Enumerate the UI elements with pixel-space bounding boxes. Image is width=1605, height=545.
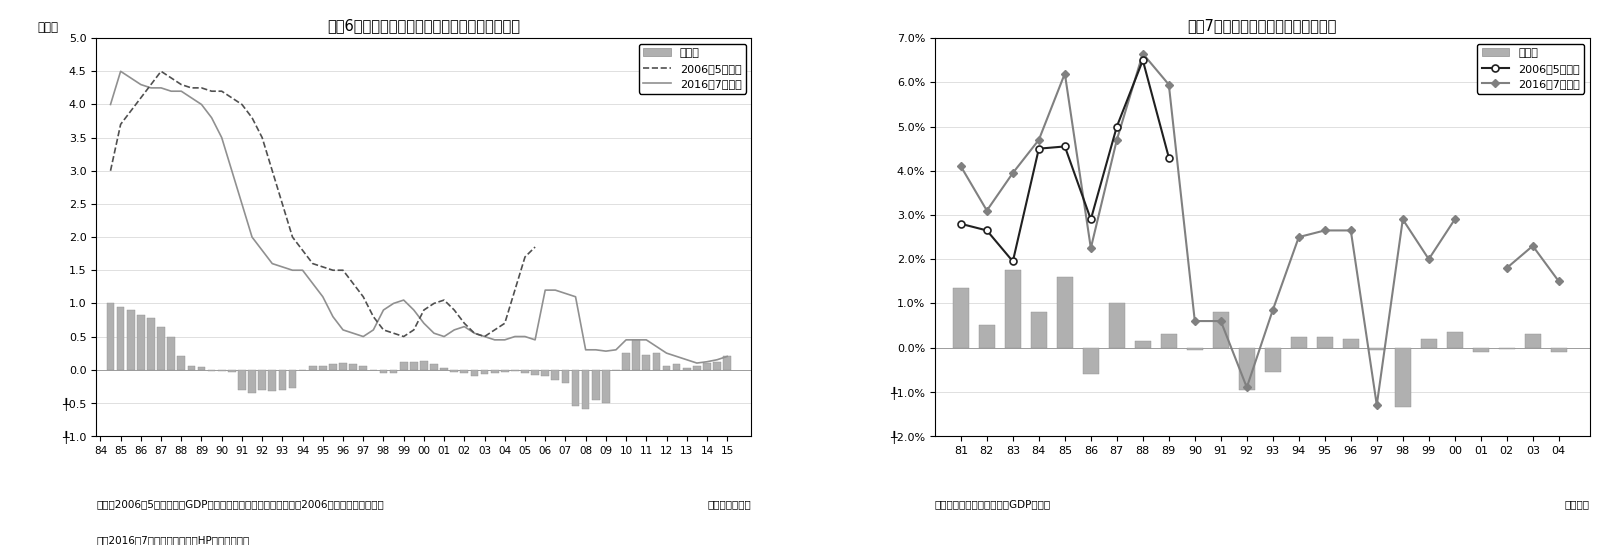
Bar <box>177 356 185 370</box>
Bar <box>562 370 568 383</box>
Bar <box>581 370 589 409</box>
Bar <box>1186 348 1202 350</box>
Bar <box>289 370 297 388</box>
Bar <box>632 340 640 370</box>
Bar <box>1212 312 1228 348</box>
Bar <box>1525 334 1539 348</box>
Bar <box>400 362 408 370</box>
Bar <box>421 361 427 370</box>
Bar <box>621 353 629 370</box>
Bar <box>278 370 286 390</box>
Bar <box>409 362 417 370</box>
Bar <box>1290 336 1306 348</box>
Bar <box>491 370 498 373</box>
Bar <box>1395 348 1409 407</box>
Bar <box>197 367 205 370</box>
Bar <box>979 325 993 348</box>
Bar <box>592 370 599 399</box>
Bar <box>1056 277 1072 348</box>
Bar <box>1446 332 1462 348</box>
Bar <box>1005 270 1021 348</box>
Bar <box>348 365 356 370</box>
Bar <box>1420 339 1436 348</box>
Bar <box>952 288 968 348</box>
Bar <box>167 336 175 370</box>
Text: （％）: （％） <box>37 21 58 34</box>
Bar <box>1237 348 1254 390</box>
Bar <box>268 370 276 391</box>
Bar <box>207 370 215 371</box>
Bar <box>1109 304 1123 348</box>
Bar <box>713 362 721 370</box>
Bar <box>1497 348 1514 349</box>
Bar <box>672 365 681 370</box>
Bar <box>1082 348 1098 374</box>
Bar <box>531 370 539 375</box>
Bar <box>1316 336 1332 348</box>
Bar <box>319 366 326 370</box>
Bar <box>1135 341 1149 348</box>
Bar <box>188 366 196 370</box>
Bar <box>390 370 396 373</box>
Bar <box>501 370 509 372</box>
Bar <box>602 370 610 403</box>
Bar <box>682 368 690 370</box>
Bar <box>339 363 347 370</box>
Title: 図袄6　改定される潜在成長率（日本銀行推計）: 図袄6 改定される潜在成長率（日本銀行推計） <box>327 18 520 33</box>
Legend: 改定幅, 2006年5月時点, 2016年7月時点: 改定幅, 2006年5月時点, 2016年7月時点 <box>1477 44 1584 94</box>
Bar <box>510 370 518 371</box>
Text: （資料）内閣府「四半期別GDP速報」: （資料）内閣府「四半期別GDP速報」 <box>934 500 1050 510</box>
Bar <box>117 307 124 370</box>
Bar <box>663 366 669 370</box>
Bar <box>238 370 246 390</box>
Bar <box>1342 339 1358 348</box>
Bar <box>228 370 236 372</box>
Legend: 改定幅, 2006年5月時点, 2016年7月時点: 改定幅, 2006年5月時点, 2016年7月時点 <box>639 44 745 94</box>
Bar <box>127 310 135 370</box>
Bar <box>470 370 478 376</box>
Bar <box>249 370 255 393</box>
Bar <box>218 370 225 371</box>
Bar <box>157 326 165 370</box>
Bar <box>541 370 549 376</box>
Bar <box>722 356 730 370</box>
Text: （年度）: （年度） <box>1563 500 1589 510</box>
Bar <box>136 316 144 370</box>
Bar <box>1160 334 1176 348</box>
Bar <box>480 370 488 374</box>
Bar <box>703 363 711 370</box>
Bar <box>258 370 266 390</box>
Bar <box>652 353 660 370</box>
Bar <box>642 355 650 370</box>
Bar <box>308 366 316 370</box>
Bar <box>430 365 438 370</box>
Bar <box>693 366 700 370</box>
Text: （注）2006年5月時点は『GDPギャップと潜在成長率の新推計（2006）のバックデータ、: （注）2006年5月時点は『GDPギャップと潜在成長率の新推計（2006）のバッ… <box>96 500 384 510</box>
Bar <box>1367 348 1384 350</box>
Bar <box>329 365 337 370</box>
Bar <box>1030 312 1046 348</box>
Title: 図袄7　改定される実質ＧＤＰ成長率: 図袄7 改定される実質ＧＤＰ成長率 <box>1188 18 1337 33</box>
Bar <box>461 370 469 373</box>
Bar <box>106 304 114 370</box>
Bar <box>360 366 368 370</box>
Bar <box>1550 348 1565 352</box>
Text: （年度・半期）: （年度・半期） <box>708 500 751 510</box>
Bar <box>449 370 457 372</box>
Text: 2016年7月時点は日本銀行HPから入手した: 2016年7月時点は日本銀行HPから入手した <box>96 535 249 545</box>
Bar <box>440 368 448 370</box>
Bar <box>571 370 579 406</box>
Bar <box>1472 348 1488 352</box>
Bar <box>551 370 559 380</box>
Bar <box>1265 348 1279 372</box>
Bar <box>522 370 528 373</box>
Bar <box>379 370 387 373</box>
Bar <box>148 318 154 370</box>
